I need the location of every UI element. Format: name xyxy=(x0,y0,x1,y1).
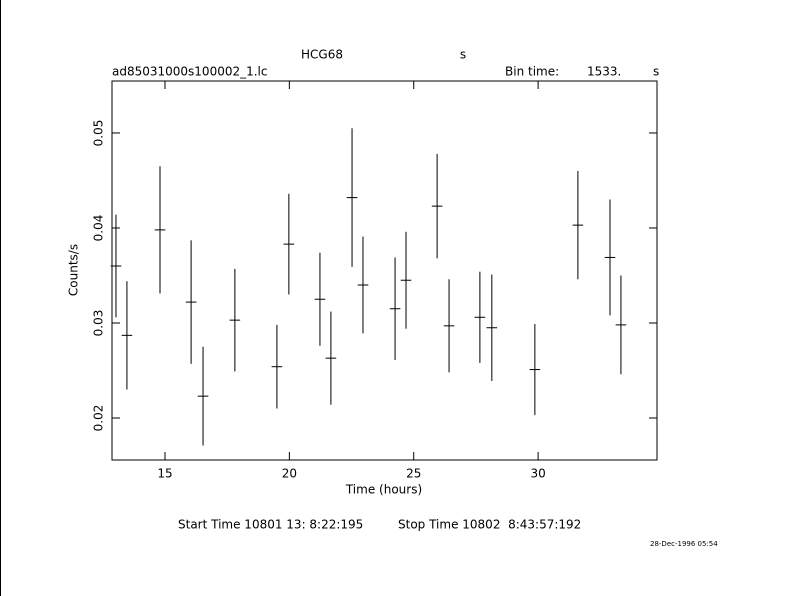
start-time: Start Time 10801 13: 8:22:195 xyxy=(178,518,363,532)
y-tick-label: 0.05 xyxy=(92,120,106,147)
bin-time-unit: s xyxy=(653,65,659,79)
y-tick-label: 0.03 xyxy=(92,310,106,337)
x-axis-label: Time (hours) xyxy=(345,483,422,497)
y-tick-label: 0.04 xyxy=(92,215,106,242)
plot-frame xyxy=(111,80,658,461)
y-tick-label: 0.02 xyxy=(92,405,106,432)
x-tick-label: 30 xyxy=(530,467,545,481)
stop-time: Stop Time 10802 8:43:57:192 xyxy=(398,518,581,532)
bin-time-label: Bin time: xyxy=(505,65,559,79)
y-axis-label: Counts/s xyxy=(67,244,81,296)
bin-time: 1533. xyxy=(587,65,621,79)
filename: ad85031000s100002_1.lc xyxy=(112,65,268,79)
x-tick-label: 25 xyxy=(406,467,421,481)
title-suffix: s xyxy=(460,48,466,62)
x-tick-label: 15 xyxy=(157,467,172,481)
date: 28-Dec-1996 05:54 xyxy=(650,540,718,548)
chart-title: HCG68 xyxy=(301,48,343,62)
x-tick-label: 20 xyxy=(282,467,297,481)
